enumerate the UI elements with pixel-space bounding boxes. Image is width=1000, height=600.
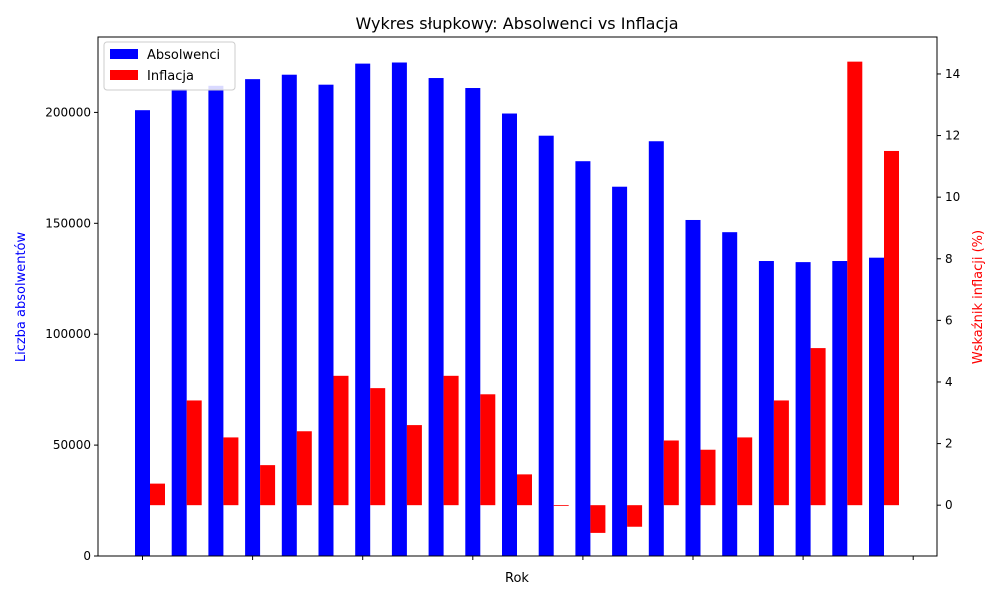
y-right-tick-label: 2 xyxy=(945,437,953,451)
bar-absolwenci xyxy=(722,232,738,556)
bar-inflacja xyxy=(406,425,422,506)
legend-label: Inflacja xyxy=(147,69,194,84)
bar-inflacja xyxy=(627,505,643,527)
bar-inflacja xyxy=(590,505,606,533)
y-left-tick-label: 0 xyxy=(83,549,91,563)
bar-absolwenci xyxy=(795,262,811,556)
y-right-tick-label: 12 xyxy=(945,129,960,143)
y-right-tick-label: 4 xyxy=(945,375,953,389)
y-right-tick-label: 8 xyxy=(945,252,953,266)
bar-inflacja xyxy=(260,465,276,506)
bar-inflacja xyxy=(773,400,789,506)
bar-inflacja xyxy=(480,394,496,506)
bar-inflacja xyxy=(333,375,349,506)
bar-absolwenci xyxy=(428,78,444,557)
chart-title: Wykres słupkowy: Absolwenci vs Inflacja xyxy=(355,14,678,33)
bar-inflacja xyxy=(370,388,386,506)
bar-inflacja xyxy=(847,61,863,506)
axes-layer: 0 50000 100000 150000 200000 0 2 4 6 8 10 12 14 xyxy=(45,36,960,563)
bar-inflacja xyxy=(700,449,716,506)
bar-inflacja xyxy=(553,505,569,506)
bar-inflacja xyxy=(737,437,753,506)
bar-absolwenci xyxy=(245,79,261,557)
bar-inflacja xyxy=(884,150,899,506)
bar-absolwenci xyxy=(612,186,628,556)
bar-absolwenci xyxy=(538,135,554,556)
bar-inflacja xyxy=(663,440,679,506)
bar-absolwenci xyxy=(171,89,187,556)
legend-swatch xyxy=(110,49,138,59)
bar-absolwenci xyxy=(758,261,774,556)
bars-layer xyxy=(135,61,899,557)
bar-inflacja xyxy=(150,483,165,506)
bar-absolwenci xyxy=(648,141,664,556)
bar-absolwenci xyxy=(355,63,371,556)
bar-inflacja xyxy=(186,400,202,506)
bar-absolwenci xyxy=(135,110,150,556)
bar-inflacja xyxy=(517,474,532,506)
bar-inflacja xyxy=(443,375,459,506)
y-axis-right-label: Wskaźnik inflacji (%) xyxy=(971,230,986,364)
y-right-tick-label: 10 xyxy=(945,190,960,204)
bar-absolwenci xyxy=(391,62,407,556)
x-axis-label: Rok xyxy=(505,571,529,586)
bar-inflacja xyxy=(223,437,239,506)
bar-absolwenci xyxy=(685,219,701,556)
plot-frame xyxy=(97,36,938,557)
bar-absolwenci xyxy=(502,113,517,557)
y-right-tick-label: 14 xyxy=(945,67,960,81)
y-left-tick-label: 200000 xyxy=(45,105,91,119)
bar-absolwenci xyxy=(832,261,848,556)
legend-swatch xyxy=(110,70,138,80)
bar-absolwenci xyxy=(208,85,224,557)
y-left-tick-label: 50000 xyxy=(53,438,91,452)
bar-inflacja xyxy=(810,348,826,506)
y-left-tick-label: 100000 xyxy=(45,327,91,341)
bar-absolwenci xyxy=(281,74,297,556)
bar-absolwenci xyxy=(465,88,481,556)
y-right-tick-label: 0 xyxy=(945,498,953,512)
y-left-tick-label: 150000 xyxy=(45,216,91,230)
legend-label: Absolwenci xyxy=(147,48,220,63)
legend: Absolwenci Inflacja xyxy=(103,41,236,91)
bar-absolwenci xyxy=(575,161,591,556)
y-right-tick-label: 6 xyxy=(945,313,953,327)
y-axis-left-label: Liczba absolwentów xyxy=(14,231,29,362)
bar-inflacja xyxy=(296,431,312,506)
bar-absolwenci xyxy=(869,257,884,556)
bar-absolwenci xyxy=(318,84,334,556)
